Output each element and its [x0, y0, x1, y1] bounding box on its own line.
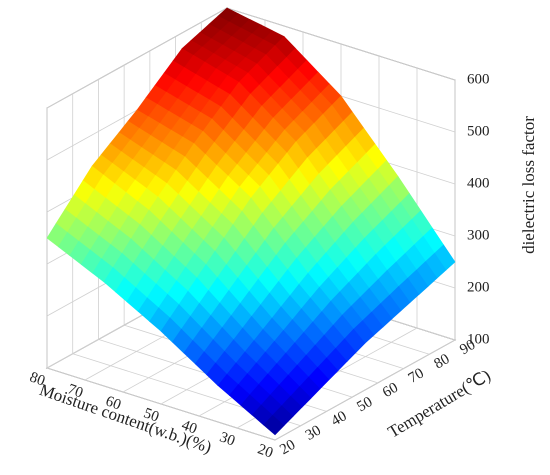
x-tick-label: 60	[103, 393, 123, 413]
z-tick-label: 600	[467, 71, 490, 87]
x-tick-label: 80	[27, 369, 47, 389]
z-tick-label: 400	[467, 175, 490, 191]
z-axis-title: dielectric loss factor	[519, 116, 538, 254]
y-axis-title: Temperature(℃)	[385, 366, 494, 442]
z-tick-label: 300	[467, 227, 490, 243]
y-tick-label: 30	[303, 423, 324, 444]
y-tick-label: 40	[329, 408, 350, 429]
z-tick-label: 200	[467, 279, 490, 295]
y-tick-label: 70	[406, 365, 427, 386]
grid-line	[46, 7, 228, 109]
grid-line	[226, 7, 456, 81]
z-tick-label: 100	[467, 331, 490, 347]
grid-line	[46, 367, 276, 441]
x-tick-label: 50	[141, 405, 161, 425]
y-tick-label: 90	[457, 337, 478, 358]
surface	[46, 7, 456, 436]
surface-patch	[263, 414, 285, 436]
z-tick-label: 500	[467, 123, 490, 139]
x-tick-label: 20	[255, 441, 275, 461]
y-tick-label: 50	[354, 394, 375, 415]
y-tick-label: 20	[277, 437, 298, 458]
x-tick-label: 70	[65, 381, 85, 401]
y-tick-label: 80	[432, 351, 453, 372]
x-tick-label: 40	[179, 417, 199, 437]
y-tick-label: 60	[380, 380, 401, 401]
grid-line	[274, 339, 456, 441]
x-tick-label: 30	[217, 429, 237, 449]
